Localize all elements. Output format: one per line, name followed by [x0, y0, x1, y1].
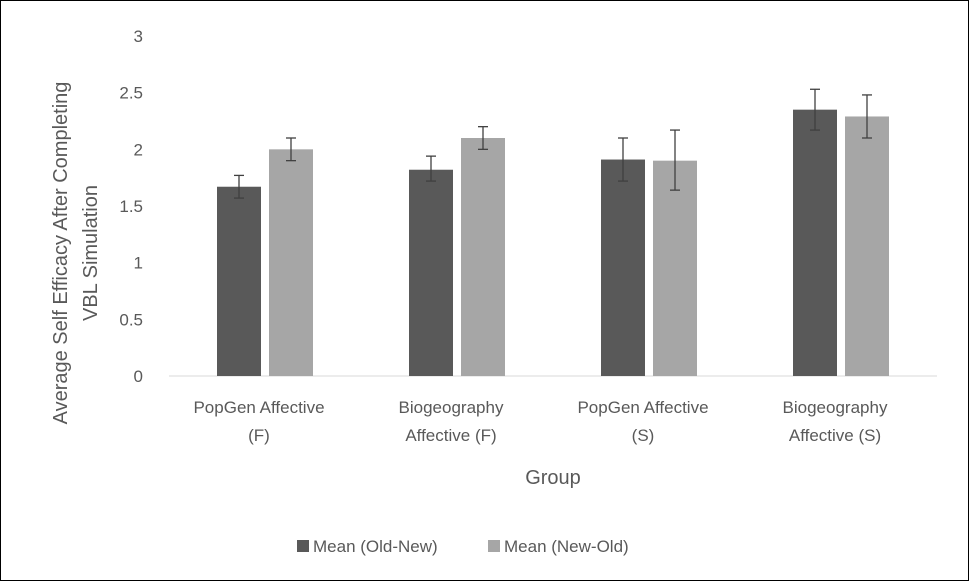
y-tick-label: 1.5	[119, 197, 143, 216]
y-tick-label: 0	[134, 367, 143, 386]
bar	[269, 149, 313, 376]
bar	[601, 159, 645, 376]
x-axis-title: Group	[525, 467, 581, 489]
bar	[793, 109, 837, 377]
legend: Mean (Old-New) Mean (New-Old)	[297, 537, 629, 556]
y-axis-ticks: 0 0.5 1 1.5 2 2.5 3	[119, 27, 143, 386]
bar	[409, 169, 453, 376]
legend-label: Mean (Old-New)	[313, 537, 438, 556]
bar	[653, 160, 697, 376]
x-axis-ticks: PopGen Affective (F) Biogeography Affective…	[193, 398, 887, 445]
legend-swatch	[297, 540, 309, 552]
y-tick-label: 2	[134, 140, 143, 159]
bar	[217, 186, 261, 376]
y-tick-label: 2.5	[119, 84, 143, 103]
bar	[461, 138, 505, 376]
x-tick-label: Biogeography	[783, 398, 888, 417]
bar-series	[217, 88, 889, 377]
y-tick-label: 0.5	[119, 310, 143, 329]
y-axis-title-line: Average Self Efficacy After Completing	[50, 82, 72, 425]
y-tick-label: 1	[134, 254, 143, 273]
legend-swatch	[488, 540, 500, 552]
x-tick-label: PopGen Affective	[577, 398, 708, 417]
legend-label: Mean (New-Old)	[504, 537, 629, 556]
y-tick-label: 3	[134, 27, 143, 46]
y-axis-title-line: VBL Simulation	[80, 185, 102, 321]
x-tick-label: PopGen Affective	[193, 398, 324, 417]
x-tick-label: Affective (S)	[789, 426, 881, 445]
x-tick-label: Affective (F)	[405, 426, 496, 445]
x-tick-label: (F)	[248, 426, 270, 445]
x-tick-label: (S)	[632, 426, 655, 445]
bar	[845, 116, 889, 376]
x-tick-label: Biogeography	[399, 398, 504, 417]
y-axis-title: Average Self Efficacy After Completing VB…	[50, 82, 102, 425]
